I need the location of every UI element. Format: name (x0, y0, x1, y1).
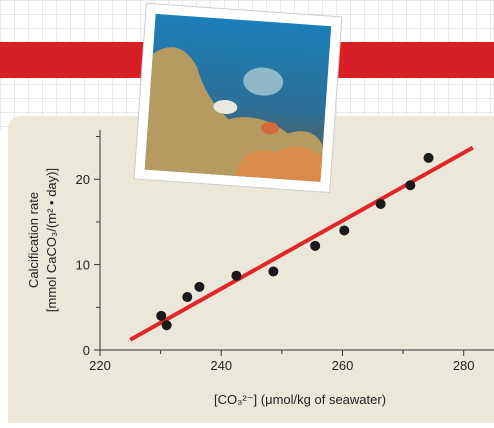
x-tick-label: 260 (332, 358, 354, 373)
x-axis-label: [CO₃²⁻] (μmol/kg of seawater) (214, 392, 386, 407)
x-tick-label: 280 (453, 358, 475, 373)
y-tick-label: 0 (83, 343, 90, 358)
data-point (268, 266, 278, 276)
data-point (405, 180, 415, 190)
chart: [CO₃²⁻] (μmol/kg of seawater) Calcificat… (0, 0, 494, 423)
data-point (376, 199, 386, 209)
y-tick-label: 20 (76, 172, 90, 187)
data-point (231, 271, 241, 281)
photo (134, 3, 342, 192)
page: {"chart_data": {"type": "scatter", "x_la… (0, 0, 494, 423)
y-tick-label: 10 (76, 258, 90, 273)
data-point (162, 320, 172, 330)
data-point (424, 153, 434, 163)
data-point (339, 225, 349, 235)
x-tick-label: 220 (89, 358, 111, 373)
y-axis-label: Calcification rate (26, 192, 41, 288)
data-point (194, 282, 204, 292)
y-axis-label: [mmol CaCO₃/(m² • day)] (44, 168, 59, 312)
data-point (182, 292, 192, 302)
data-point (156, 311, 166, 321)
x-tick-label: 240 (210, 358, 232, 373)
data-point (310, 241, 320, 251)
